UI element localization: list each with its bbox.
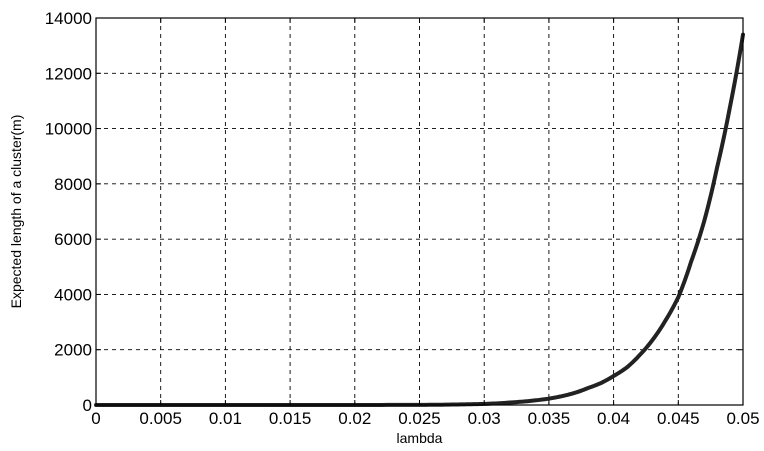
- x-tick-label: 0.005: [139, 409, 182, 428]
- x-tick-label: 0.01: [209, 409, 242, 428]
- x-tick-label: 0.02: [338, 409, 371, 428]
- x-tick-label: 0.035: [528, 409, 571, 428]
- x-tick-label: 0.045: [657, 409, 700, 428]
- x-tick-label: 0: [91, 409, 100, 428]
- y-tick-label: 4000: [54, 285, 92, 304]
- ticks: 0 0.005 0.01 0.015 0.02 0.025 0.03 0.035 0.04 0.0…: [45, 9, 760, 428]
- x-axis-label: lambda: [397, 430, 443, 446]
- y-tick-label: 14000: [45, 9, 92, 28]
- y-axis-label: Expected length of a cluster(m): [8, 115, 24, 309]
- y-tick-label: 8000: [54, 175, 92, 194]
- y-tick-label: 12000: [45, 64, 92, 83]
- y-tick-label: 10000: [45, 120, 92, 139]
- x-tick-label: 0.025: [398, 409, 441, 428]
- x-tick-label: 0.04: [597, 409, 630, 428]
- y-tick-label: 2000: [54, 341, 92, 360]
- grid: [96, 18, 743, 405]
- y-tick-label: 0: [83, 396, 92, 415]
- x-tick-label: 0.015: [269, 409, 312, 428]
- x-tick-label: 0.03: [468, 409, 501, 428]
- y-tick-label: 6000: [54, 230, 92, 249]
- x-tick-label: 0.05: [726, 409, 759, 428]
